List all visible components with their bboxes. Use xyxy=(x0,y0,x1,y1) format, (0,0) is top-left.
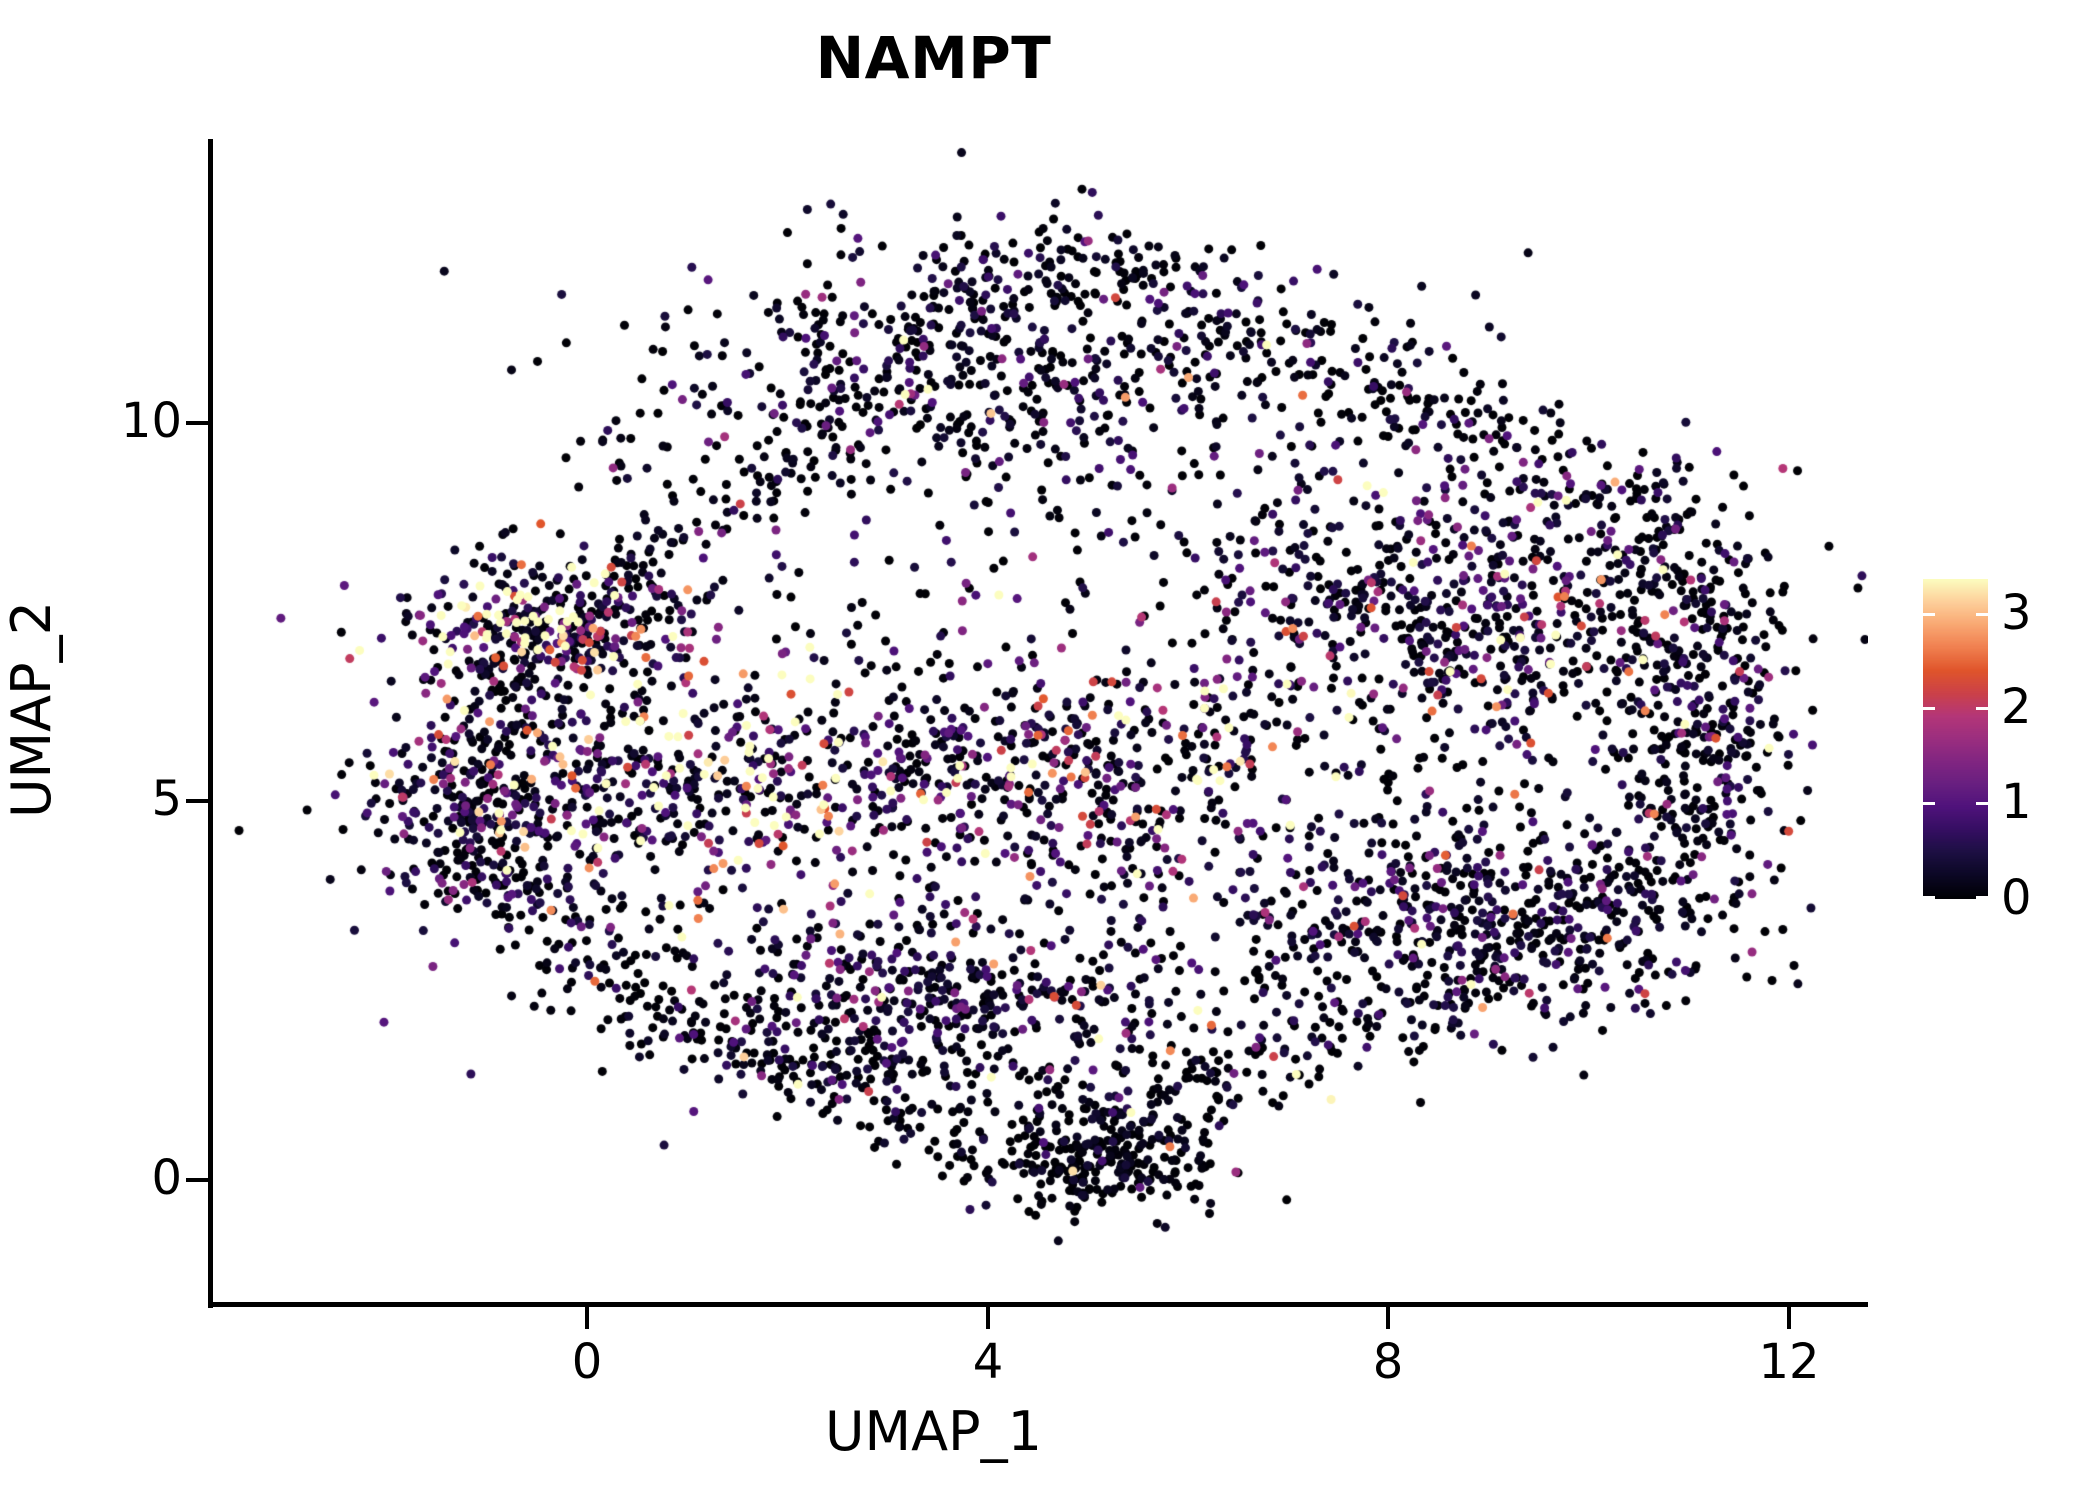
colorbar-tick-2-right xyxy=(1976,707,1988,710)
colorbar-label-1: 1 xyxy=(2001,774,2032,830)
x-tick-12 xyxy=(1787,1307,1791,1329)
colorbar: 3 2 1 0 xyxy=(1923,579,2032,922)
colorbar-label-0: 0 xyxy=(2001,870,2032,926)
colorbar-tick-2-left xyxy=(1923,707,1935,710)
page-title: NAMPT xyxy=(815,24,1052,92)
x-ticklabel-4: 4 xyxy=(972,1334,1004,1390)
colorbar-tick-0-right xyxy=(1976,896,1988,899)
colorbar-label-2: 2 xyxy=(2001,679,2032,735)
y-tick-10 xyxy=(186,421,208,425)
y-ticklabel-5: 5 xyxy=(151,771,182,827)
y-axis-label: UMAP_2 xyxy=(0,601,63,818)
x-tick-4 xyxy=(986,1307,990,1329)
x-axis-spine xyxy=(208,1302,1868,1307)
x-ticklabel-8: 8 xyxy=(1372,1334,1404,1390)
y-axis-spine xyxy=(208,139,213,1308)
colorbar-tick-1-right xyxy=(1976,802,1988,805)
colorbar-tick-3-left xyxy=(1923,613,1935,616)
y-tick-0 xyxy=(186,1178,208,1182)
y-ticklabel-10: 10 xyxy=(120,393,182,449)
x-ticklabel-0: 0 xyxy=(571,1334,603,1390)
x-ticklabel-12: 12 xyxy=(1758,1334,1820,1390)
scatter-plot-canvas xyxy=(211,139,1868,1305)
x-tick-0 xyxy=(585,1307,589,1329)
y-ticklabel-0: 0 xyxy=(151,1150,182,1206)
x-tick-8 xyxy=(1386,1307,1390,1329)
colorbar-label-3: 3 xyxy=(2001,585,2032,641)
colorbar-tick-0-left xyxy=(1923,896,1935,899)
x-axis-label: UMAP_1 xyxy=(825,1400,1042,1463)
colorbar-tick-1-left xyxy=(1923,802,1935,805)
y-tick-5 xyxy=(186,799,208,803)
colorbar-gradient xyxy=(1923,579,1988,899)
colorbar-tick-3-right xyxy=(1976,613,1988,616)
